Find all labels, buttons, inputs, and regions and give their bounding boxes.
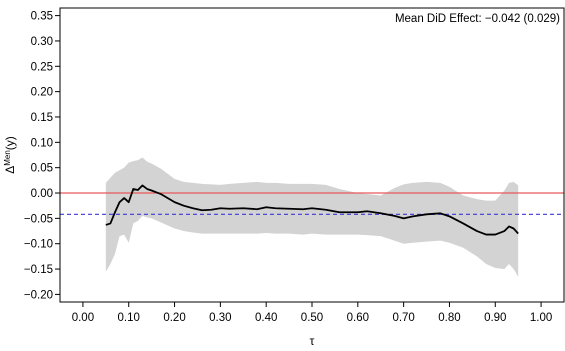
mean-effect-annotation: Mean DiD Effect: −0.042 (0.029) xyxy=(395,13,560,25)
y-axis: −0.20 −0.15 −0.10 −0.05 0.00 0.05 0.10 0.15 0.20… xyxy=(24,11,60,301)
y-axis-title-base: Δ xyxy=(3,166,17,174)
y-tick-label: 0.25 xyxy=(31,61,53,73)
x-tick-label: 0.80 xyxy=(438,312,460,324)
x-tick-label: 0.90 xyxy=(484,312,506,324)
y-tick-label: 0.00 xyxy=(31,188,53,200)
y-tick-label: −0.20 xyxy=(24,289,53,301)
x-tick-label: 0.60 xyxy=(347,312,369,324)
y-tick-label: 0.35 xyxy=(31,11,53,23)
y-tick-label: 0.20 xyxy=(31,87,53,99)
y-axis-title-sup: Men xyxy=(3,150,12,166)
x-tick-label: 0.40 xyxy=(255,312,277,324)
y-tick-label: −0.15 xyxy=(24,264,53,276)
confidence-band-layer xyxy=(105,157,519,277)
x-tick-label: 0.30 xyxy=(209,312,231,324)
x-tick-label: 0.70 xyxy=(392,312,414,324)
y-axis-title: ΔMen(y) xyxy=(3,136,18,174)
y-axis-title-suffix: (y) xyxy=(3,136,17,150)
y-tick-label: −0.05 xyxy=(24,213,53,225)
x-tick-label: 0.00 xyxy=(72,312,94,324)
series-layer xyxy=(105,184,519,236)
y-tick-label: 0.30 xyxy=(31,36,53,48)
effect-series-line xyxy=(105,184,519,236)
y-tick-label: 0.05 xyxy=(31,163,53,175)
x-axis-title: τ xyxy=(310,334,315,348)
x-tick-label: 0.50 xyxy=(301,312,323,324)
x-tick-label: 1.00 xyxy=(530,312,552,324)
x-tick-label: 0.20 xyxy=(163,312,185,324)
y-tick-label: −0.10 xyxy=(24,239,53,251)
x-axis: 0.00 0.10 0.20 0.30 0.40 0.50 0.60 0.70 0.80 0.90… xyxy=(72,301,552,324)
y-tick-label: 0.15 xyxy=(31,112,53,124)
reference-lines-layer xyxy=(60,192,564,215)
y-tick-label: 0.10 xyxy=(31,137,53,149)
confidence-band xyxy=(105,157,519,277)
x-tick-label: 0.10 xyxy=(118,312,140,324)
